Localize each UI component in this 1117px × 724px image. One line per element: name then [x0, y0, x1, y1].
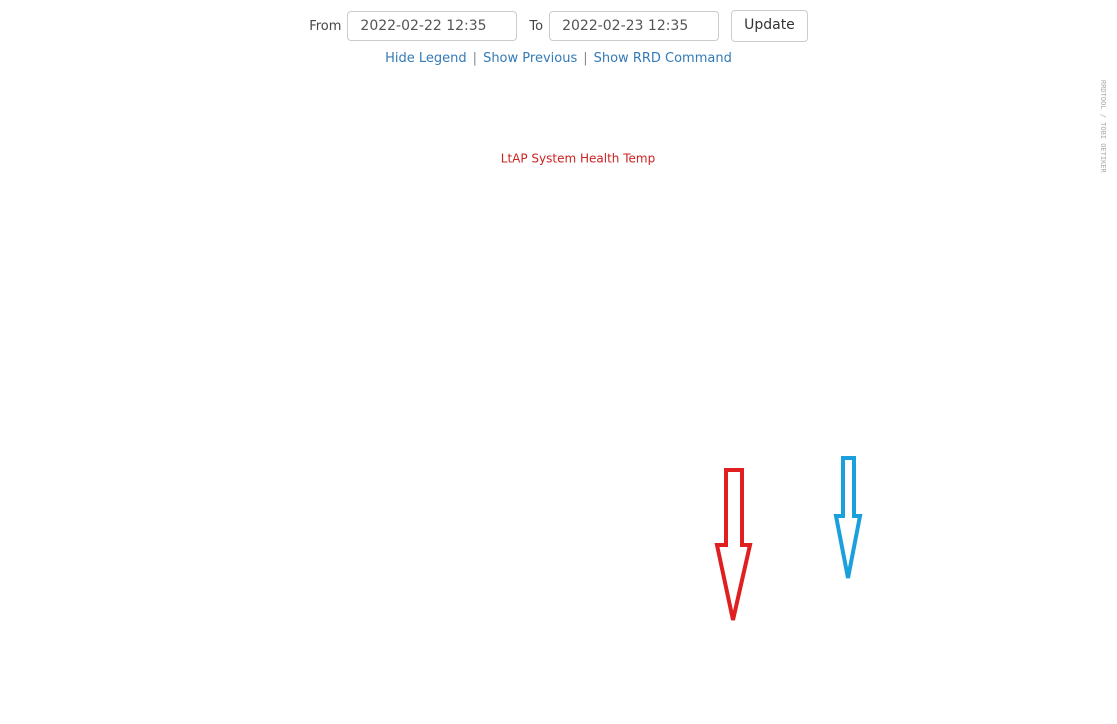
to-label: To: [529, 18, 544, 34]
watermark: RRDTOOL / TOBI OETIKER: [1099, 80, 1107, 174]
link[interactable]: Hide Legend: [385, 51, 467, 66]
separator: |: [472, 51, 478, 66]
from-label: From: [309, 18, 342, 34]
link[interactable]: Show RRD Command: [593, 51, 732, 66]
from-input[interactable]: 2022-02-22 12:35: [347, 11, 518, 41]
link-bar: Hide Legend | Show Previous | Show RRD Comma…: [0, 51, 1117, 66]
blue-arrow: [833, 456, 863, 579]
chart-title: LtAP System Health Temp: [501, 152, 655, 166]
to-input[interactable]: 2022-02-23 12:35: [549, 11, 720, 41]
date-form: From 2022-02-22 12:35 To 2022-02-23 12:3…: [0, 10, 1117, 42]
link[interactable]: Show Previous: [483, 51, 578, 66]
red-arrow: [714, 468, 753, 621]
separator: |: [583, 51, 588, 66]
update-button[interactable]: Update: [731, 10, 808, 42]
